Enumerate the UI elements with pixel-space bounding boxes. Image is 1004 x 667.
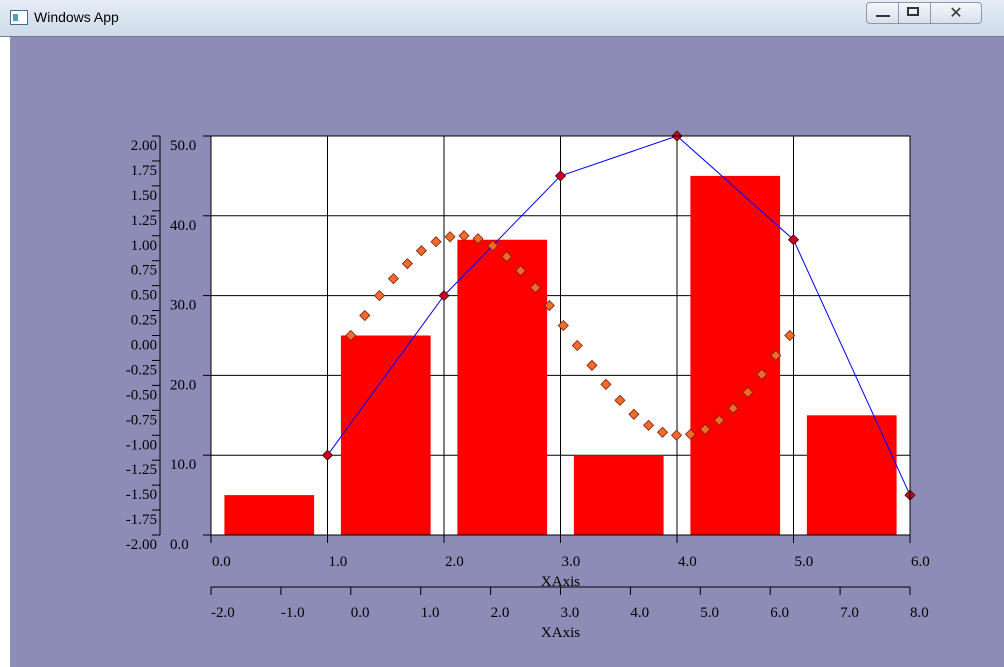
scatter-point [543, 300, 555, 312]
title-bar: Windows App ✕ [0, 0, 1004, 37]
x-tick-label: 5.0 [795, 554, 814, 570]
x2-tick-label: 8.0 [910, 605, 929, 621]
scatter-point [756, 368, 768, 380]
bar [690, 175, 781, 535]
maximize-button[interactable] [899, 3, 932, 23]
y2-tick-label: -0.25 [126, 362, 157, 378]
y2-tick-label: 0.00 [131, 338, 157, 354]
scatter-point [699, 423, 711, 435]
scatter-point [571, 339, 583, 352]
scatter-point [614, 394, 626, 406]
bar [224, 495, 315, 535]
x2-tick-label: 0.0 [351, 605, 370, 621]
x-axis-label: XAxis [541, 574, 580, 590]
bar [340, 335, 431, 535]
minimize-button[interactable] [867, 3, 900, 23]
y2-tick-label: 1.25 [131, 213, 157, 229]
scatter-point [600, 378, 612, 390]
scatter-point [713, 414, 725, 426]
x2-tick-label: 1.0 [421, 605, 440, 621]
bar [573, 455, 664, 535]
scatter-point [444, 231, 456, 243]
scatter-point [430, 236, 442, 248]
scatter-point [529, 282, 541, 294]
line-marker [554, 170, 567, 182]
line-marker [321, 449, 334, 461]
y2-tick-label: -0.75 [126, 412, 157, 428]
y2-tick-label: 1.00 [131, 238, 157, 254]
window-title: Windows App [34, 9, 119, 25]
app-icon [10, 10, 28, 25]
y-tick-label: 30.0 [170, 298, 196, 314]
y2-tick-label: 0.50 [131, 288, 157, 304]
scatter-point [458, 230, 470, 242]
x-tick-label: 2.0 [445, 554, 464, 570]
y-tick-label: 40.0 [170, 218, 196, 234]
scatter-point [472, 233, 484, 245]
scatter-point [359, 309, 371, 322]
y-tick-label: 10.0 [170, 457, 196, 473]
y-tick-label: 0.0 [170, 537, 189, 553]
scatter-point [557, 319, 569, 332]
x-tick-label: 3.0 [562, 554, 581, 570]
scatter-point [501, 251, 513, 263]
x2-axis-label: XAxis [541, 625, 580, 641]
x-tick-label: 6.0 [911, 554, 930, 570]
y2-tick-label: 0.75 [131, 263, 157, 279]
y-tick-label: 50.0 [170, 138, 196, 154]
scatter-point [415, 245, 427, 257]
x2-tick-label: -2.0 [211, 605, 235, 621]
scatter-point [401, 258, 413, 270]
x-tick-label: 1.0 [329, 554, 348, 570]
y2-tick-label: 0.25 [131, 313, 157, 329]
window-buttons: ✕ [866, 2, 982, 24]
y2-tick-label: 2.00 [131, 138, 157, 154]
scatter-point [345, 329, 357, 342]
scatter-point [742, 386, 754, 398]
y2-tick-label: -1.50 [126, 487, 157, 503]
x2-tick-label: 2.0 [491, 605, 510, 621]
y2-tick-label: -1.25 [126, 462, 157, 478]
y2-tick-label: -2.00 [126, 537, 157, 553]
scatter-point [784, 329, 796, 342]
close-button[interactable]: ✕ [949, 3, 963, 22]
scatter-point [387, 273, 400, 285]
scatter-point [684, 428, 697, 440]
x2-tick-label: 4.0 [630, 605, 649, 621]
scatter-point [515, 265, 527, 277]
scatter-point [727, 402, 739, 414]
y2-tick-label: 1.75 [131, 163, 157, 179]
bar [806, 415, 897, 535]
y2-tick-label: -1.75 [126, 512, 157, 528]
scatter-point [670, 429, 683, 441]
scatter-point [628, 408, 640, 420]
y2-tick-label: -0.50 [126, 387, 157, 403]
line-marker [438, 290, 450, 302]
line [327, 135, 911, 496]
scatter-point [770, 349, 782, 362]
x-tick-label: 0.0 [212, 554, 231, 570]
x2-tick-label: 6.0 [770, 605, 789, 621]
x2-tick-label: -1.0 [281, 605, 305, 621]
x2-tick-label: 3.0 [561, 605, 580, 621]
scatter-point [373, 290, 386, 302]
x2-tick-label: 7.0 [840, 605, 859, 621]
y-tick-label: 20.0 [170, 377, 196, 393]
x-tick-label: 4.0 [678, 554, 697, 570]
scatter-point [586, 359, 598, 371]
y2-tick-label: 1.50 [131, 188, 157, 204]
line-marker [787, 234, 800, 246]
plot-border [210, 135, 911, 536]
scatter-point [656, 426, 669, 438]
scatter-point [643, 419, 655, 431]
y2-tick-label: -1.00 [126, 437, 157, 453]
scatter-point [487, 240, 499, 252]
x2-tick-label: 5.0 [700, 605, 719, 621]
